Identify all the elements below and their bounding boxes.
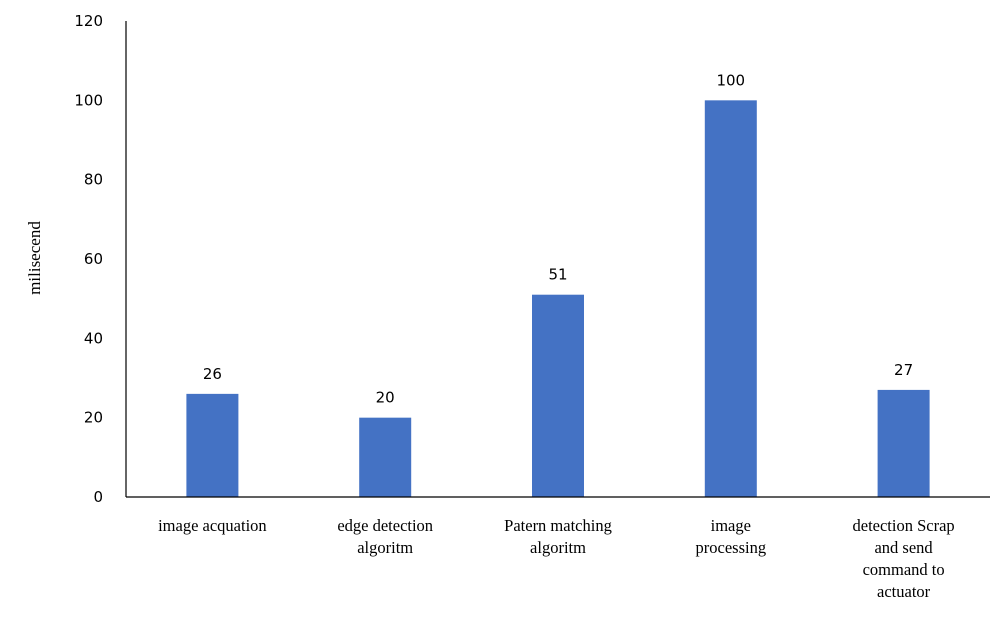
x-tick-label: processing — [696, 538, 767, 557]
y-tick-label: 120 — [74, 12, 103, 30]
bar — [186, 393, 239, 497]
data-label: 20 — [376, 389, 395, 407]
x-tick-label: command to — [863, 560, 945, 579]
data-labels: 26 20 51 100 27 — [203, 71, 913, 406]
y-tick-label: 20 — [84, 409, 103, 427]
data-label: 51 — [548, 266, 567, 284]
data-label: 100 — [716, 71, 745, 89]
data-label: 27 — [894, 361, 913, 379]
data-label: 26 — [203, 365, 222, 383]
bar — [704, 100, 757, 497]
y-tick-label: 80 — [84, 171, 103, 189]
x-tick-label: algoritm — [530, 538, 586, 557]
x-tick-label: edge detection — [337, 516, 433, 535]
y-axis-ticks: 0 20 40 60 80 100 120 — [74, 12, 103, 506]
category-labels: image acquation edge detection algoritm Pat… — [158, 516, 955, 601]
bars — [186, 100, 930, 497]
x-tick-label: Patern matching — [504, 516, 612, 535]
x-tick-label: actuator — [877, 582, 931, 601]
x-tick-label: image acquation — [158, 516, 267, 535]
x-tick-label: algoritm — [357, 538, 413, 557]
y-axis-label: milisecend — [25, 221, 44, 295]
y-tick-label: 100 — [74, 91, 103, 109]
y-tick-label: 60 — [84, 250, 103, 268]
x-tick-label: and send — [874, 538, 933, 557]
bar — [359, 417, 412, 497]
bar — [877, 389, 930, 497]
y-tick-label: 40 — [84, 329, 103, 347]
y-tick-label: 0 — [93, 488, 103, 506]
x-tick-label: detection Scrap — [853, 516, 955, 535]
bar — [532, 294, 584, 497]
x-tick-label: image — [711, 516, 751, 535]
